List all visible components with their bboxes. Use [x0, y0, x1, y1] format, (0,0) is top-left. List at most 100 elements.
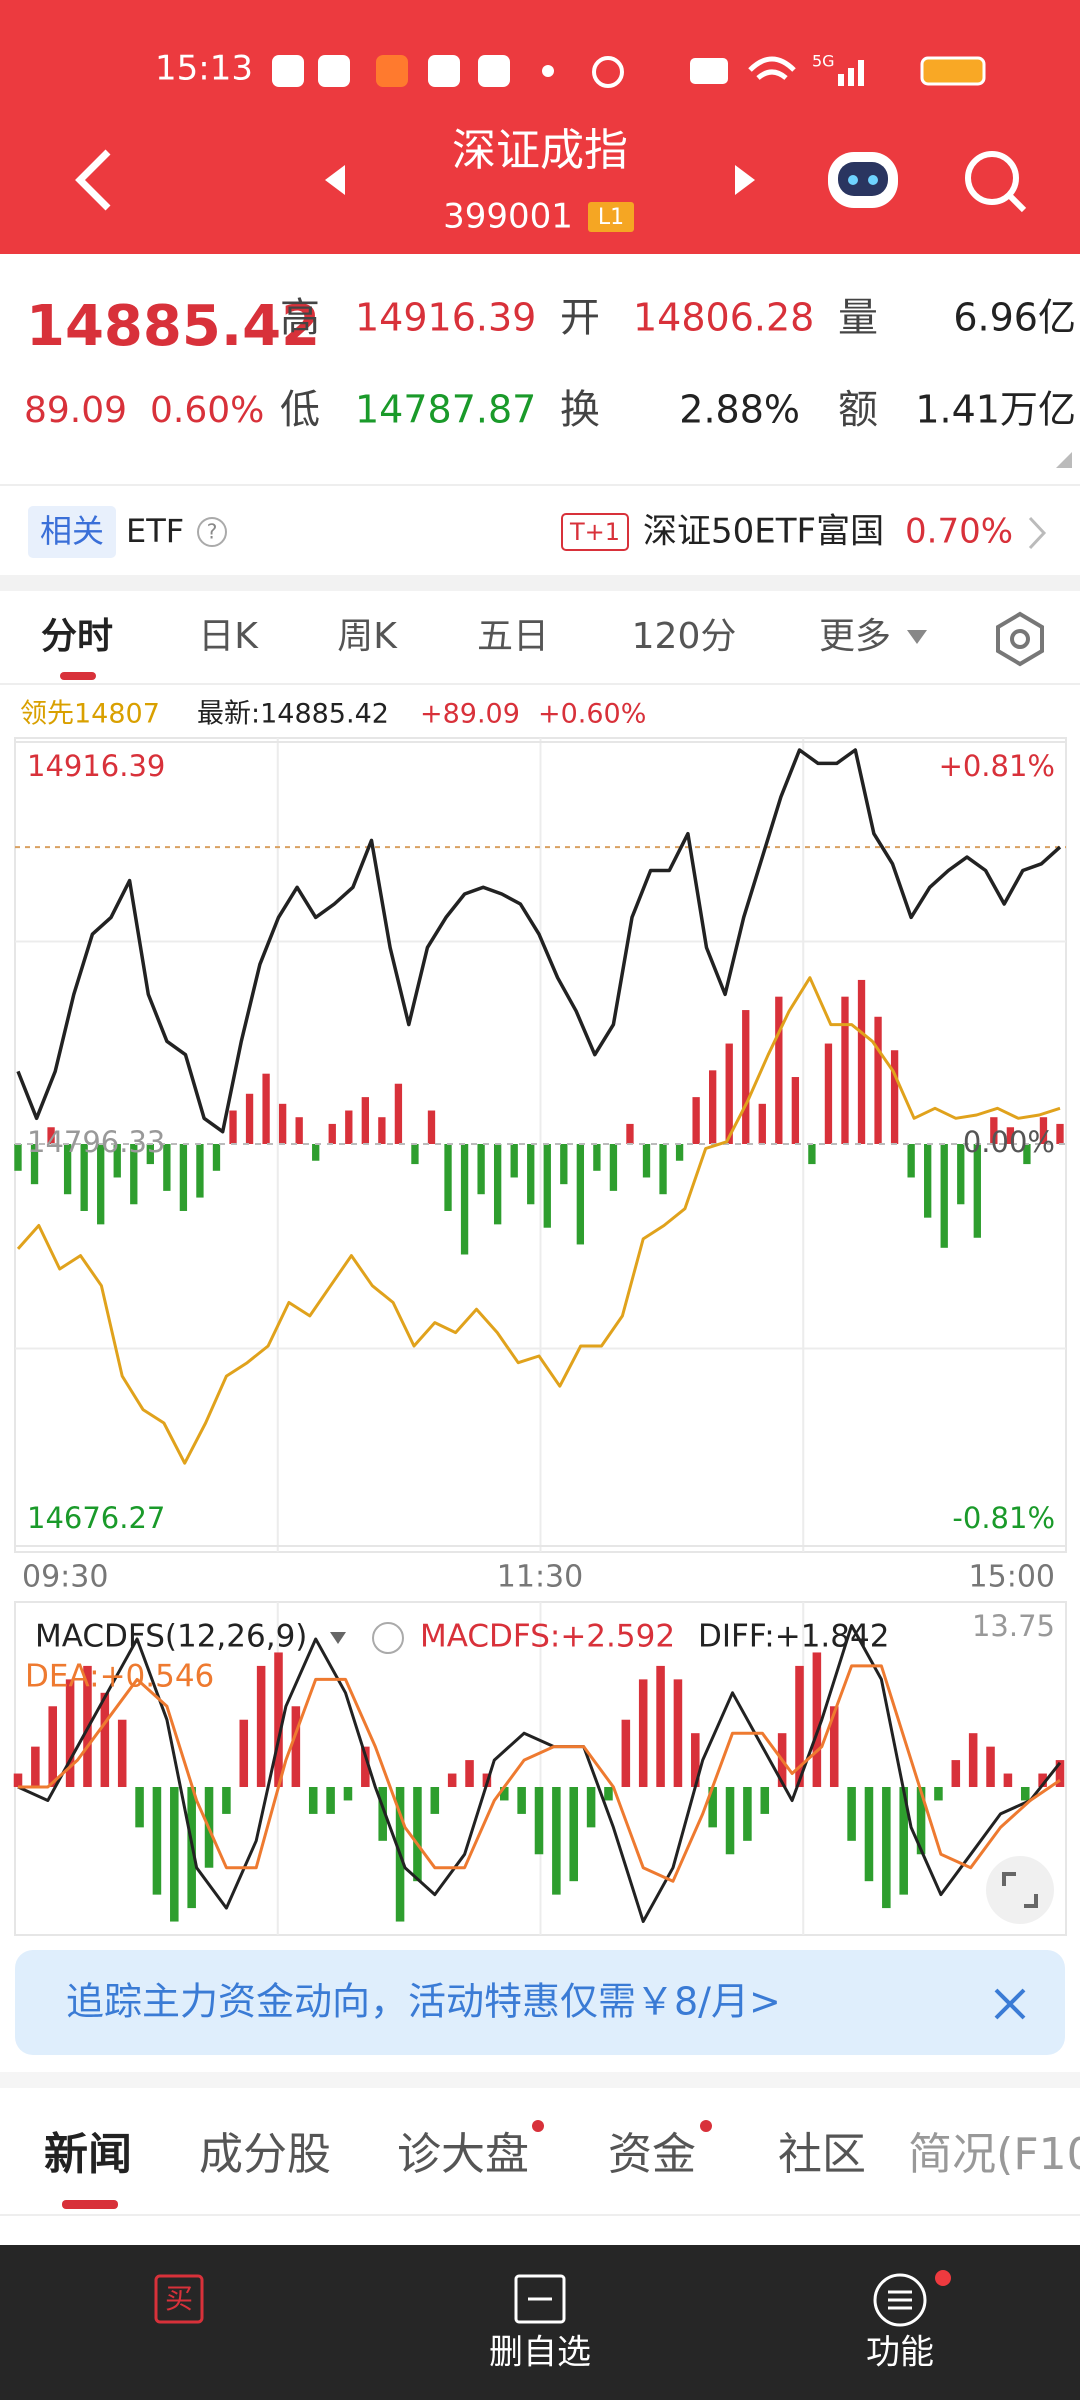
macd-bar — [1020, 1787, 1030, 1801]
y-tick-label: 14676.27 — [27, 1501, 165, 1535]
tab[interactable]: 120分 — [632, 616, 737, 657]
content-tab[interactable]: 社区 — [778, 2129, 866, 2180]
macd-bar — [725, 1787, 735, 1855]
x-tick-label: 15:00 — [969, 1560, 1055, 1595]
content-tab[interactable]: 诊大盘 — [397, 2129, 529, 2180]
y2-tick-label: +0.81% — [939, 749, 1055, 783]
buy-text: 买 — [165, 2282, 193, 2315]
macd-bar — [48, 1706, 58, 1787]
macd-bar — [534, 1787, 544, 1855]
force-bar — [394, 1083, 403, 1144]
macd-bar — [447, 1773, 457, 1787]
settings-button[interactable] — [996, 611, 1044, 667]
fav-button[interactable]: 删自选 — [489, 2274, 591, 2373]
force-bar — [907, 1144, 915, 1178]
macd-bar — [968, 1733, 978, 1787]
macd-bar — [795, 1665, 804, 1787]
force-bar — [576, 1144, 585, 1245]
tab[interactable]: 更多 — [819, 616, 891, 657]
macd-bar — [829, 1706, 839, 1787]
macd-bar — [812, 1652, 822, 1787]
func-button[interactable]: 功能 — [866, 2270, 951, 2373]
dropdown-arrow — [907, 630, 927, 644]
force-bar — [1039, 1117, 1048, 1144]
status-icons — [272, 55, 986, 88]
macd-bar — [916, 1787, 926, 1855]
open: 14806.28 — [633, 296, 814, 340]
force-bar — [940, 1144, 948, 1248]
force-bar — [179, 1144, 188, 1211]
macd-bar — [499, 1787, 509, 1801]
force-bar — [444, 1144, 452, 1211]
etf-tag: 相关 — [40, 512, 104, 550]
help-icon[interactable] — [372, 1622, 404, 1654]
content-tab[interactable]: 成分股 — [199, 2129, 331, 2180]
force-bar — [312, 1144, 320, 1161]
back-button[interactable] — [75, 149, 111, 211]
price-line — [16, 976, 1061, 1465]
content-tab[interactable]: 新闻 — [44, 2129, 132, 2180]
macd-bar — [65, 1679, 75, 1787]
robot-button[interactable] — [828, 152, 898, 208]
content-tab[interactable]: 简况(F10) — [908, 2129, 1080, 2180]
macd-bar — [239, 1719, 249, 1787]
buy-button[interactable]: 买 — [154, 2274, 204, 2324]
tab[interactable]: 分时 — [41, 616, 113, 657]
macd-bar — [378, 1787, 387, 1841]
content-tab[interactable]: 资金 — [608, 2129, 696, 2180]
etf-name[interactable]: 深证50ETF富国 — [643, 512, 884, 552]
volume: 6.96亿 — [953, 296, 1076, 340]
index-code: 399001 — [443, 197, 573, 237]
macd-bar — [691, 1733, 700, 1787]
force-bar — [609, 1144, 618, 1191]
prev-button[interactable] — [325, 165, 345, 195]
force-bar — [1056, 1123, 1064, 1144]
force-bar — [527, 1144, 535, 1205]
force-bar — [808, 1144, 816, 1165]
tab[interactable]: 周K — [337, 616, 398, 657]
macd-bar — [569, 1787, 579, 1882]
force-bar — [1023, 1144, 1031, 1165]
force-bar — [378, 1117, 386, 1144]
macd-bar — [899, 1787, 908, 1895]
tab[interactable]: 五日 — [477, 616, 549, 657]
macd-bar — [256, 1665, 266, 1787]
legend-pct: +0.60% — [538, 699, 646, 730]
force-bar — [493, 1144, 502, 1225]
expand-button[interactable] — [986, 1856, 1054, 1924]
force-bar — [742, 1010, 750, 1144]
indicator-name[interactable]: MACDFS(12,26,9) — [35, 1619, 307, 1655]
force-bar — [957, 1144, 965, 1205]
tab[interactable]: 日K — [198, 616, 259, 657]
force-bar — [543, 1144, 551, 1228]
legend-lead: 领先14807 — [20, 699, 160, 730]
macd-bar — [517, 1787, 526, 1814]
search-button[interactable] — [965, 151, 1027, 213]
macd-bar — [638, 1679, 648, 1787]
macd-bar — [1003, 1773, 1013, 1787]
force-bar — [47, 1127, 55, 1144]
legend-latest: 最新:14885.42 — [197, 699, 389, 730]
force-bar — [874, 1016, 882, 1144]
banner[interactable] — [15, 1950, 1065, 2055]
tab-indicator — [62, 2200, 118, 2209]
next-button[interactable] — [735, 165, 755, 195]
separator — [0, 575, 1080, 591]
force-bar — [626, 1123, 634, 1144]
banner-close[interactable] — [994, 1988, 1026, 2020]
force-bar — [510, 1144, 518, 1178]
macd-bar — [343, 1787, 353, 1801]
level-text: L1 — [598, 205, 624, 230]
macd-bar — [326, 1787, 335, 1814]
dropdown-arrow — [330, 1632, 346, 1644]
label: 额 — [838, 387, 878, 433]
force-bar — [593, 1144, 601, 1171]
label: 开 — [560, 295, 600, 341]
help-icon[interactable] — [197, 517, 227, 547]
fav-text: 删自选 — [489, 2333, 591, 2373]
force-bar — [229, 1110, 237, 1144]
chevron[interactable] — [1028, 516, 1047, 550]
change-pct: 0.60% — [150, 390, 264, 431]
force-bar — [725, 1043, 733, 1144]
badge-dot — [532, 2120, 544, 2132]
